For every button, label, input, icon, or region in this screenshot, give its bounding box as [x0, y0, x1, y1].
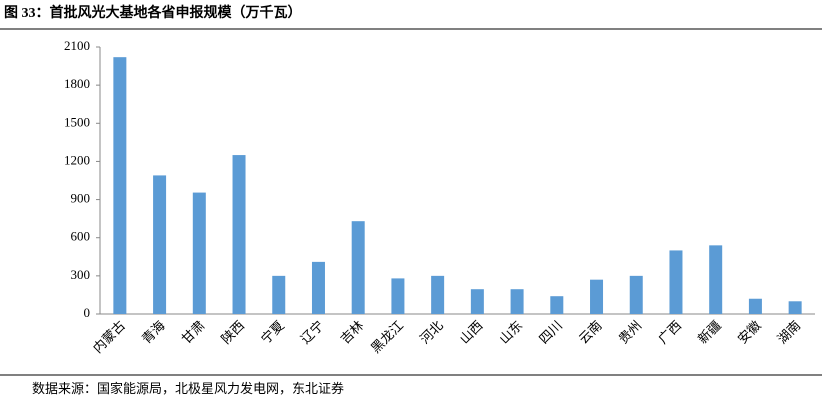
x-tick-label: 湖南: [774, 318, 803, 347]
y-tick-label: 1200: [64, 152, 90, 167]
x-tick-label: 山东: [496, 318, 525, 347]
x-tick-label: 山西: [457, 318, 486, 347]
bar: [311, 261, 325, 314]
x-tick-label: 云南: [576, 318, 605, 347]
bar: [629, 275, 643, 314]
x-tick-label: 吉林: [337, 318, 366, 347]
x-tick-label: 安徽: [735, 318, 764, 347]
bar: [510, 289, 524, 314]
x-tick-label: 内蒙古: [90, 318, 128, 356]
y-tick-label: 600: [71, 229, 91, 244]
bar: [590, 279, 604, 314]
bar: [192, 192, 206, 314]
y-tick-label: 2100: [64, 38, 90, 53]
bar: [113, 57, 127, 315]
x-tick-label: 陕西: [218, 318, 247, 347]
bar: [748, 298, 762, 314]
x-tick-label: 青海: [139, 318, 168, 347]
y-tick-label: 0: [84, 305, 91, 320]
x-tick-label: 辽宁: [298, 318, 327, 347]
x-tick-label: 贵州: [615, 318, 644, 347]
x-tick-label: 四川: [536, 318, 565, 347]
x-tick-label: 宁夏: [258, 318, 287, 347]
bar: [351, 221, 365, 314]
bar: [431, 275, 445, 314]
bar: [272, 275, 286, 314]
bar: [153, 175, 167, 314]
bar: [391, 278, 405, 314]
x-tick-label: 甘肃: [179, 318, 208, 347]
bar: [669, 250, 683, 314]
chart-title: 图 33：首批风光大基地各省申报规模（万千瓦）: [4, 4, 302, 21]
y-tick-label: 300: [71, 267, 91, 282]
bar: [788, 301, 802, 314]
x-tick-label: 新疆: [695, 318, 724, 347]
x-tick-label: 广西: [655, 318, 684, 347]
x-tick-label: 黑龙江: [368, 318, 406, 356]
source-note: 数据来源：国家能源局，北极星风力发电网，东北证券: [32, 381, 344, 396]
y-tick-label: 900: [71, 191, 91, 206]
bar: [709, 245, 723, 314]
bar: [550, 296, 564, 314]
bar: [470, 289, 484, 314]
bar: [232, 155, 246, 314]
y-tick-label: 1800: [64, 76, 90, 91]
y-tick-label: 1500: [64, 114, 90, 129]
x-tick-label: 河北: [417, 318, 446, 347]
